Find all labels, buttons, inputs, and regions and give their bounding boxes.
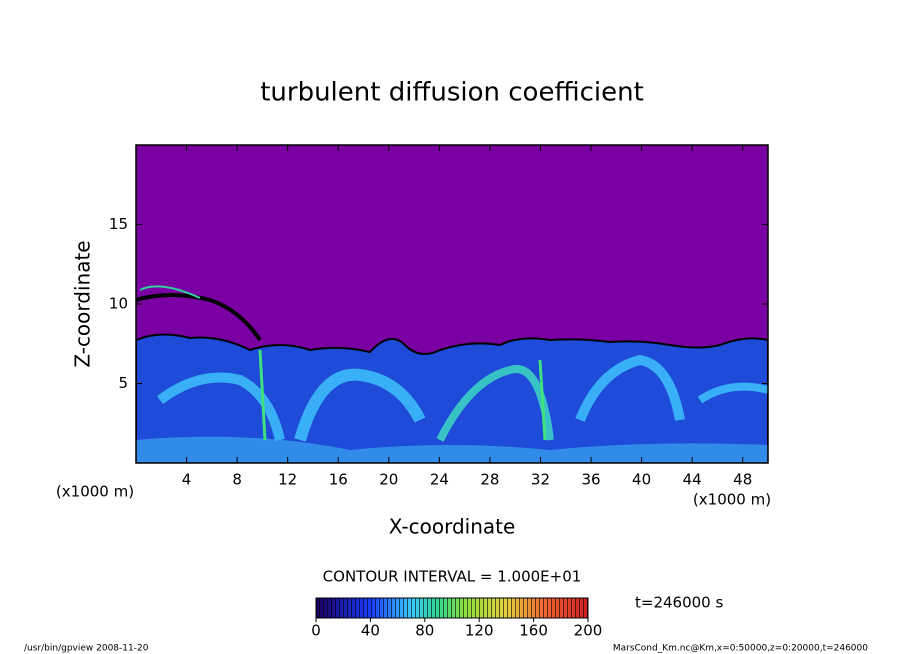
x-tick-label: 24 xyxy=(430,471,449,489)
time-label: t=246000 s xyxy=(635,594,723,612)
colorbar-tick-label: 120 xyxy=(465,622,494,640)
colorbar-tick-label: 40 xyxy=(361,622,380,640)
x-tick-label: 8 xyxy=(232,471,242,489)
x-tick-label: 44 xyxy=(683,471,702,489)
contour-field xyxy=(136,145,768,463)
colorbar-tick-label: 80 xyxy=(415,622,434,640)
y-axis-label: Z-coordinate xyxy=(71,240,95,367)
x-tick-label: 32 xyxy=(531,471,550,489)
colorbar-tick-label: 200 xyxy=(574,622,603,640)
x-tick-label: 28 xyxy=(480,471,499,489)
x-tick-label: 40 xyxy=(632,471,651,489)
colorbar-tick-label: 0 xyxy=(311,622,321,640)
y-tick-label: 10 xyxy=(109,295,128,313)
x-tick-label: 4 xyxy=(182,471,192,489)
chart-title: turbulent diffusion coefficient xyxy=(260,78,644,108)
x-tick-label: 16 xyxy=(329,471,348,489)
x-axis-label: X-coordinate xyxy=(389,515,516,539)
x-tick-label: 48 xyxy=(733,471,752,489)
x-tick-label: 36 xyxy=(581,471,600,489)
x-tick-label: 20 xyxy=(379,471,398,489)
colorbar-lines xyxy=(315,597,589,619)
y-tick-label: 5 xyxy=(118,374,128,392)
x-tick-label: 12 xyxy=(278,471,297,489)
footer-right: MarsCond_Km.nc@Km,x=0:50000,z=0:20000,t=… xyxy=(613,644,868,654)
contour-interval: CONTOUR INTERVAL = 1.000E+01 xyxy=(323,568,582,586)
colorbar-tick-label: 160 xyxy=(519,622,548,640)
x-unit-label: (x1000 m) xyxy=(693,491,771,509)
footer-left: /usr/bin/gpview 2008-11-20 xyxy=(24,644,149,654)
y-tick-label: 15 xyxy=(109,215,128,233)
x-unit-label: (x1000 m) xyxy=(56,483,134,501)
